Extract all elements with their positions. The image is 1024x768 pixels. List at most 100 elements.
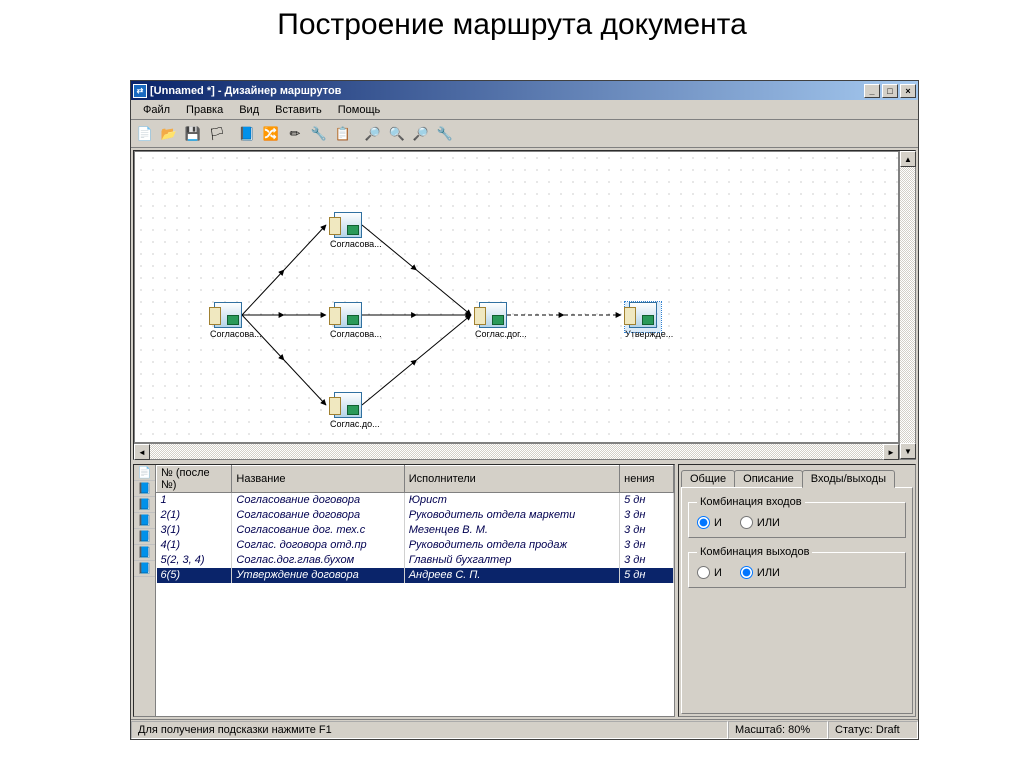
diagram-canvas[interactable]: Согласова...Согласова...Согласова...Согл… [134, 151, 899, 443]
statusbar: Для получения подсказки нажмите F1 Масшт… [131, 719, 918, 739]
diagram-node[interactable]: Согласова... [330, 302, 366, 332]
step-icon [629, 302, 657, 328]
vertical-scrollbar[interactable]: ▲ ▼ [899, 151, 915, 459]
menu-help[interactable]: Помощь [330, 102, 389, 118]
status-zoom: Масштаб: 80% [728, 721, 828, 739]
cell-name: Согласование договора [232, 508, 404, 523]
node-label: Согласова... [330, 329, 366, 339]
scroll-up-button[interactable]: ▲ [900, 151, 916, 167]
row-icon[interactable]: 📘 [134, 481, 155, 497]
scroll-left-button[interactable]: ◄ [134, 444, 150, 460]
diagram-node[interactable]: Соглас.дог... [475, 302, 511, 332]
cell-num: 1 [157, 493, 232, 508]
outputs-and-radio[interactable]: И [697, 566, 722, 579]
cell-name: Согласование договора [232, 493, 404, 508]
step-icon [334, 212, 362, 238]
toolbar-button-5[interactable]: 📘 [236, 123, 258, 145]
tab-body-io: Комбинация входов И ИЛИ Комбинация выход… [681, 487, 913, 714]
menu-view[interactable]: Вид [231, 102, 267, 118]
maximize-button[interactable]: □ [882, 84, 898, 98]
tab-description[interactable]: Описание [734, 470, 803, 487]
toolbar-button-7[interactable]: ✏ [284, 123, 306, 145]
table-row[interactable]: 6(5)Утверждение договораАндреев С. П.5 д… [157, 568, 674, 583]
diagram-node[interactable]: Соглас.до... [330, 392, 366, 422]
cell-dur: 3 дн [620, 508, 674, 523]
node-label: Соглас.дог... [475, 329, 511, 339]
toolbar-button-4 [230, 123, 234, 145]
toolbar-button-1[interactable]: 📂 [158, 123, 180, 145]
cell-dur: 3 дн [620, 553, 674, 568]
cell-exec: Юрист [404, 493, 619, 508]
steps-table-panel: 📄📘📘📘📘📘📘 № (после №)НазваниеИсполнителине… [133, 464, 675, 717]
row-icon[interactable]: 📘 [134, 497, 155, 513]
outputs-or-radio[interactable]: ИЛИ [740, 566, 780, 579]
table-row[interactable]: 1Согласование договораЮрист5 дн [157, 493, 674, 508]
toolbar-button-12[interactable]: 🔍 [386, 123, 408, 145]
toolbar-button-0[interactable]: 📄 [134, 123, 156, 145]
scroll-right-button[interactable]: ► [883, 444, 899, 460]
tab-io[interactable]: Входы/выходы [802, 470, 895, 488]
cell-exec: Руководитель отдела маркети [404, 508, 619, 523]
cell-num: 3(1) [157, 523, 232, 538]
cell-dur: 3 дн [620, 523, 674, 538]
toolbar-button-11[interactable]: 🔎 [362, 123, 384, 145]
toolbar-button-10 [356, 123, 360, 145]
cell-name: Соглас. договора отд.пр [232, 538, 404, 553]
menu-file[interactable]: Файл [135, 102, 178, 118]
cell-dur: 5 дн [620, 493, 674, 508]
toolbar-button-6[interactable]: 🔀 [260, 123, 282, 145]
menubar: Файл Правка Вид Вставить Помощь [131, 100, 918, 120]
horizontal-scrollbar[interactable]: ◄ ► [134, 443, 899, 459]
diagram-node[interactable]: Согласова... [210, 302, 246, 332]
node-label: Согласова... [210, 329, 246, 339]
table-row[interactable]: 4(1)Соглас. договора отд.прРуководитель … [157, 538, 674, 553]
column-header[interactable]: нения [620, 466, 674, 493]
diagram-node[interactable]: Согласова... [330, 212, 366, 242]
row-icon[interactable]: 📘 [134, 529, 155, 545]
row-header-icons: 📄📘📘📘📘📘📘 [134, 465, 156, 716]
properties-panel: Общие Описание Входы/выходы Комбинация в… [678, 464, 916, 717]
toolbar-button-13[interactable]: 🔎 [410, 123, 432, 145]
close-button[interactable]: × [900, 84, 916, 98]
row-icon[interactable]: 📘 [134, 561, 155, 577]
titlebar[interactable]: ⇄ [Unnamed *] - Дизайнер маршрутов _ □ × [131, 81, 918, 100]
steps-grid[interactable]: № (после №)НазваниеИсполнителинения 1Сог… [156, 465, 674, 716]
diagram-edges [135, 152, 898, 442]
table-row[interactable]: 3(1)Согласование дог. тех.сМезенцев В. М… [157, 523, 674, 538]
tab-general[interactable]: Общие [681, 470, 735, 487]
step-icon [214, 302, 242, 328]
row-icon[interactable]: 📘 [134, 513, 155, 529]
inputs-and-radio[interactable]: И [697, 516, 722, 529]
toolbar-button-3[interactable]: 🏳 [206, 123, 228, 145]
cell-name: Соглас.дог.глав.бухом [232, 553, 404, 568]
tabs: Общие Описание Входы/выходы [681, 467, 913, 487]
inputs-or-radio[interactable]: ИЛИ [740, 516, 780, 529]
status-hint: Для получения подсказки нажмите F1 [131, 721, 728, 739]
app-window: ⇄ [Unnamed *] - Дизайнер маршрутов _ □ ×… [130, 80, 919, 740]
cell-num: 2(1) [157, 508, 232, 523]
cell-exec: Андреев С. П. [404, 568, 619, 583]
toolbar-button-9[interactable]: 📋 [332, 123, 354, 145]
cell-exec: Мезенцев В. М. [404, 523, 619, 538]
cell-dur: 3 дн [620, 538, 674, 553]
column-header[interactable]: № (после №) [157, 466, 232, 493]
table-row[interactable]: 2(1)Согласование договораРуководитель от… [157, 508, 674, 523]
minimize-button[interactable]: _ [864, 84, 880, 98]
row-icon[interactable]: 📘 [134, 545, 155, 561]
toolbar-button-8[interactable]: 🔧 [308, 123, 330, 145]
node-label: Утвержде... [625, 329, 661, 339]
toolbar-button-2[interactable]: 💾 [182, 123, 204, 145]
toolbar: 📄📂💾🏳📘🔀✏🔧📋🔎🔍🔎🔧 [131, 120, 918, 148]
column-header[interactable]: Название [232, 466, 404, 493]
app-icon: ⇄ [133, 84, 147, 98]
cell-exec: Руководитель отдела продаж [404, 538, 619, 553]
toolbar-button-14[interactable]: 🔧 [434, 123, 456, 145]
menu-edit[interactable]: Правка [178, 102, 231, 118]
diagram-node[interactable]: Утвержде... [625, 302, 661, 332]
menu-insert[interactable]: Вставить [267, 102, 330, 118]
node-label: Соглас.до... [330, 419, 366, 429]
canvas-area: Согласова...Согласова...Согласова...Согл… [133, 150, 916, 460]
scroll-down-button[interactable]: ▼ [900, 443, 916, 459]
table-row[interactable]: 5(2, 3, 4)Соглас.дог.глав.бухомГлавный б… [157, 553, 674, 568]
column-header[interactable]: Исполнители [404, 466, 619, 493]
